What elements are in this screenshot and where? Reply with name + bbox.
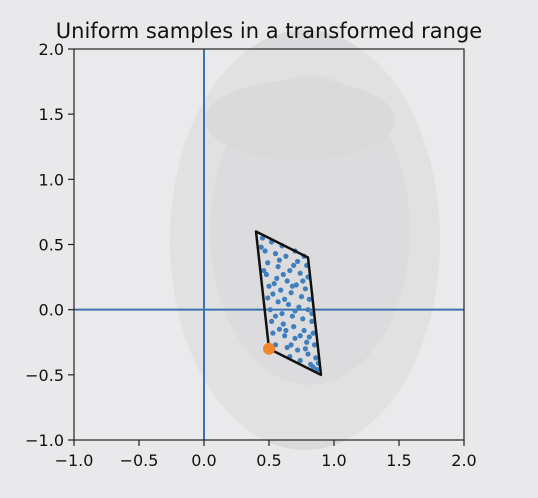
sample-point xyxy=(276,299,281,304)
sample-point xyxy=(295,259,300,264)
sample-point xyxy=(298,333,303,338)
sample-point xyxy=(295,347,300,352)
y-tick-label: 0.5 xyxy=(39,236,64,255)
sample-point xyxy=(290,314,295,319)
sample-point xyxy=(285,278,290,283)
sample-point xyxy=(277,327,282,332)
x-tick-label: −0.5 xyxy=(120,451,159,470)
sample-point xyxy=(270,291,275,296)
sample-point xyxy=(291,263,296,268)
plot-area xyxy=(74,49,464,440)
x-tick-label: 0.0 xyxy=(191,451,216,470)
sample-point xyxy=(278,288,283,293)
sample-point xyxy=(307,334,312,339)
x-tick-label: −1.0 xyxy=(55,451,94,470)
sample-point xyxy=(313,355,318,360)
sample-point xyxy=(298,271,303,276)
sample-point xyxy=(269,319,274,324)
chart-title: Uniform samples in a transformed range xyxy=(56,19,482,43)
sample-point xyxy=(305,307,310,312)
sample-point xyxy=(290,284,295,289)
sample-point xyxy=(296,304,301,309)
sample-point xyxy=(303,346,308,351)
sample-point xyxy=(282,333,287,338)
sample-point xyxy=(282,297,287,302)
sample-point xyxy=(289,342,294,347)
sample-point xyxy=(287,268,292,273)
sample-point xyxy=(268,307,273,312)
sample-point xyxy=(303,286,308,291)
x-tick-label: 0.5 xyxy=(256,451,281,470)
sample-point xyxy=(272,281,277,286)
sample-point xyxy=(265,260,270,265)
x-tick-label: 1.5 xyxy=(386,451,411,470)
sample-point xyxy=(274,276,279,281)
sample-point xyxy=(305,351,310,356)
sample-point xyxy=(273,314,278,319)
sample-point xyxy=(283,254,288,259)
sample-point xyxy=(281,272,286,277)
sample-point xyxy=(300,278,305,283)
y-tick-label: 1.5 xyxy=(39,105,64,124)
sample-point xyxy=(304,340,309,345)
sample-point xyxy=(307,297,312,302)
x-tick-label: 1.0 xyxy=(321,451,346,470)
sample-point xyxy=(266,284,271,289)
x-tick-label: 2.0 xyxy=(451,451,476,470)
y-tick-label: −0.5 xyxy=(25,366,64,385)
sample-point xyxy=(300,316,305,321)
origin-point xyxy=(263,343,275,355)
sample-point xyxy=(273,251,278,256)
y-tick-label: −1.0 xyxy=(25,431,64,450)
sample-point xyxy=(270,331,275,336)
sample-point xyxy=(286,302,291,307)
y-tick-label: 0.0 xyxy=(39,301,64,320)
sample-point xyxy=(279,311,284,316)
sample-point xyxy=(261,268,266,273)
sample-point xyxy=(259,245,264,250)
sample-point xyxy=(265,295,270,300)
sample-point xyxy=(277,258,282,263)
sample-point xyxy=(289,290,294,295)
sample-point xyxy=(263,248,268,253)
y-tick-label: 1.0 xyxy=(39,170,64,189)
sample-point xyxy=(292,308,297,313)
sample-point xyxy=(292,336,297,341)
sample-point xyxy=(276,264,281,269)
sample-point xyxy=(299,294,304,299)
sample-point xyxy=(302,328,307,333)
sample-point xyxy=(283,328,288,333)
sample-point xyxy=(281,321,286,326)
sample-point xyxy=(291,324,296,329)
